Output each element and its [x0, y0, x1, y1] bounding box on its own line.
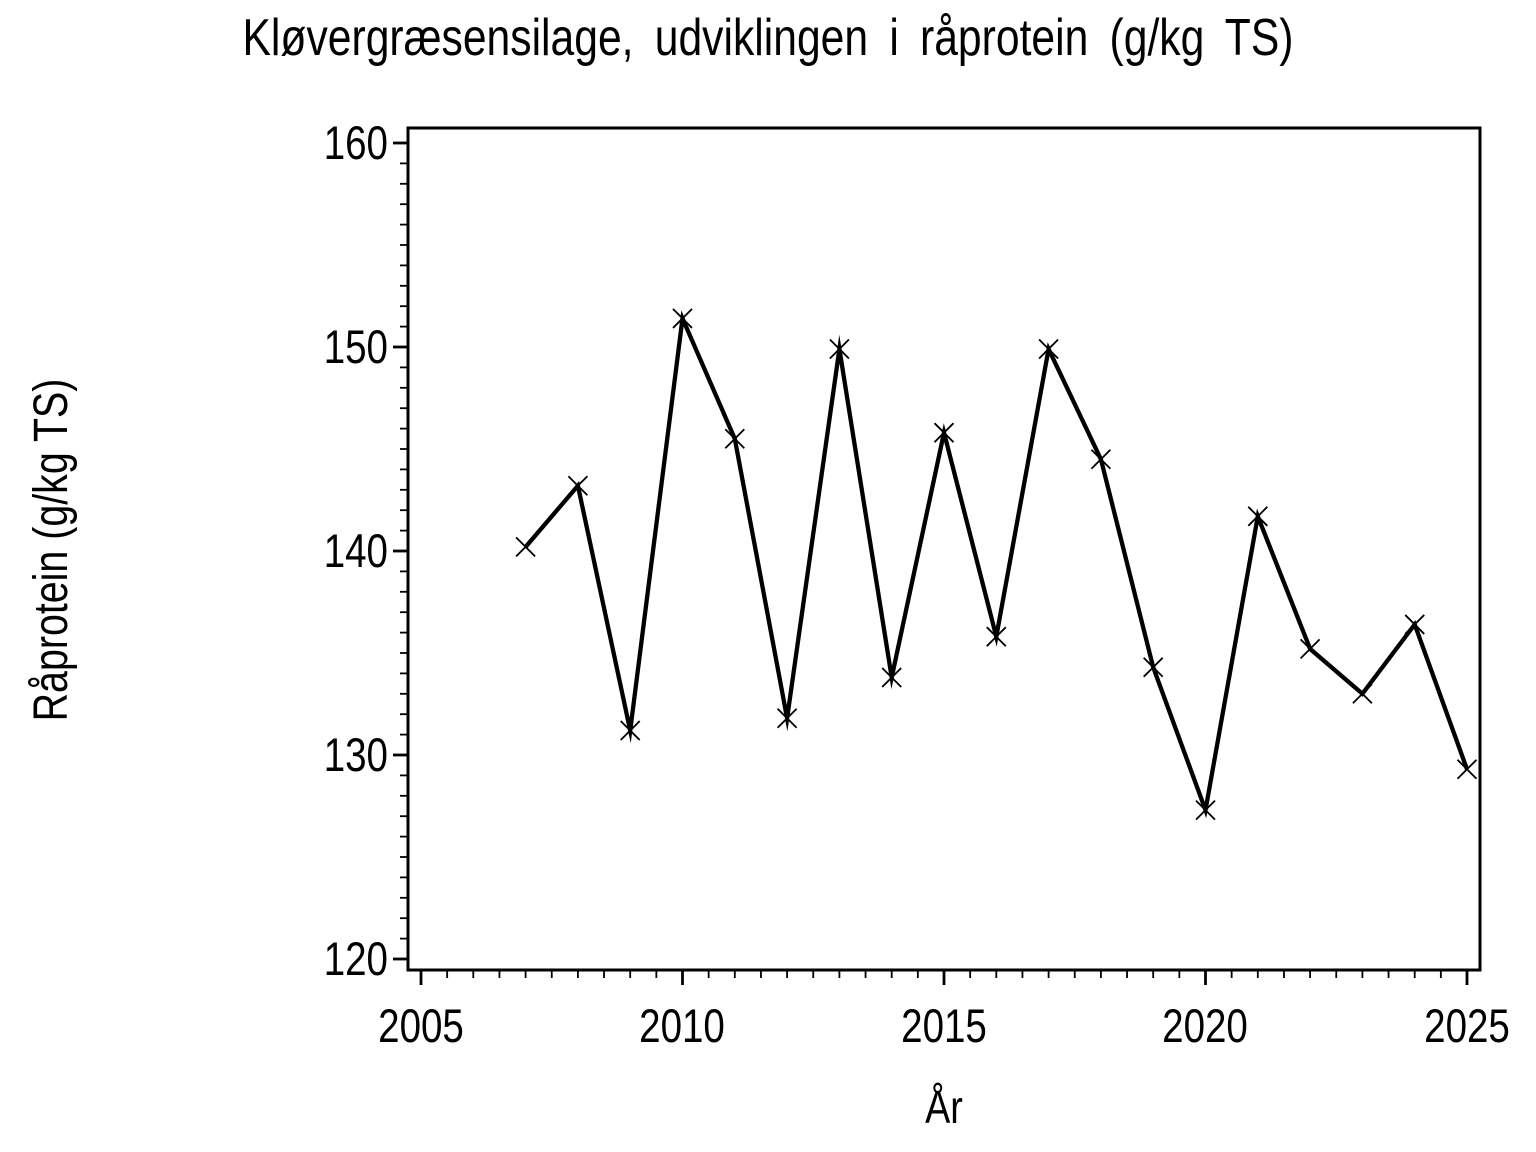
series-marker: [881, 667, 902, 688]
plot-frame: [406, 126, 1482, 972]
series-marker: [515, 536, 536, 558]
marker-stroke: [1090, 449, 1112, 470]
marker-stroke: [1352, 683, 1373, 704]
series-marker: [620, 720, 641, 741]
y-axis-ticks: [393, 141, 408, 961]
series-marker: [986, 626, 1007, 647]
marker-stroke: [1247, 506, 1268, 527]
marker-stroke: [776, 708, 798, 729]
series-marker: [1404, 614, 1425, 635]
marker-stroke: [1456, 759, 1478, 780]
series-marker: [776, 708, 798, 729]
x-tick-label-2015: 2015: [901, 999, 987, 1052]
series-marker: [933, 422, 955, 443]
marker-stroke: [620, 720, 641, 741]
x-tick-label-2010: 2010: [639, 999, 725, 1052]
marker-stroke: [672, 308, 693, 329]
y-tick-label-120: 120: [323, 932, 388, 985]
series-marker: [1299, 638, 1321, 660]
marker-stroke: [829, 338, 850, 360]
series-marker: [672, 308, 693, 329]
x-tick-label-2025: 2025: [1424, 999, 1510, 1052]
x-axis-label: År: [925, 1081, 963, 1133]
marker-stroke: [933, 422, 955, 443]
series-marker: [1195, 799, 1216, 821]
series-marker: [1038, 338, 1059, 360]
x-tick-label-2005: 2005: [378, 999, 464, 1052]
y-tick-label-160: 160: [323, 116, 388, 169]
series-marker: [1352, 683, 1373, 704]
series-marker: [567, 475, 589, 496]
series-marker: [1143, 657, 1164, 678]
x-tick-label-2020: 2020: [1162, 999, 1248, 1052]
x-axis-ticks: [419, 970, 1469, 985]
marker-stroke: [986, 626, 1007, 647]
y-tick-label-150: 150: [323, 320, 388, 373]
marker-stroke: [881, 667, 902, 688]
series-marker: [1456, 759, 1478, 780]
marker-stroke: [724, 428, 745, 449]
series-marker: [1247, 506, 1268, 527]
marker-stroke: [1038, 338, 1059, 360]
marker-stroke: [515, 536, 536, 558]
marker-stroke: [567, 475, 589, 496]
series-marker: [1090, 449, 1112, 470]
marker-stroke: [1404, 614, 1425, 635]
marker-stroke: [1143, 657, 1164, 678]
series-line: [523, 310, 1470, 819]
marker-stroke: [1299, 638, 1321, 660]
marker-stroke: [1195, 799, 1216, 821]
y-tick-label-130: 130: [323, 728, 388, 781]
series-marker: [724, 428, 745, 449]
series-markers: [515, 308, 1478, 821]
series-marker: [829, 338, 850, 360]
chart-title: Kløvergræsensilage, udviklingen i råprot…: [242, 9, 1294, 67]
y-tick-label-140: 140: [323, 524, 388, 577]
